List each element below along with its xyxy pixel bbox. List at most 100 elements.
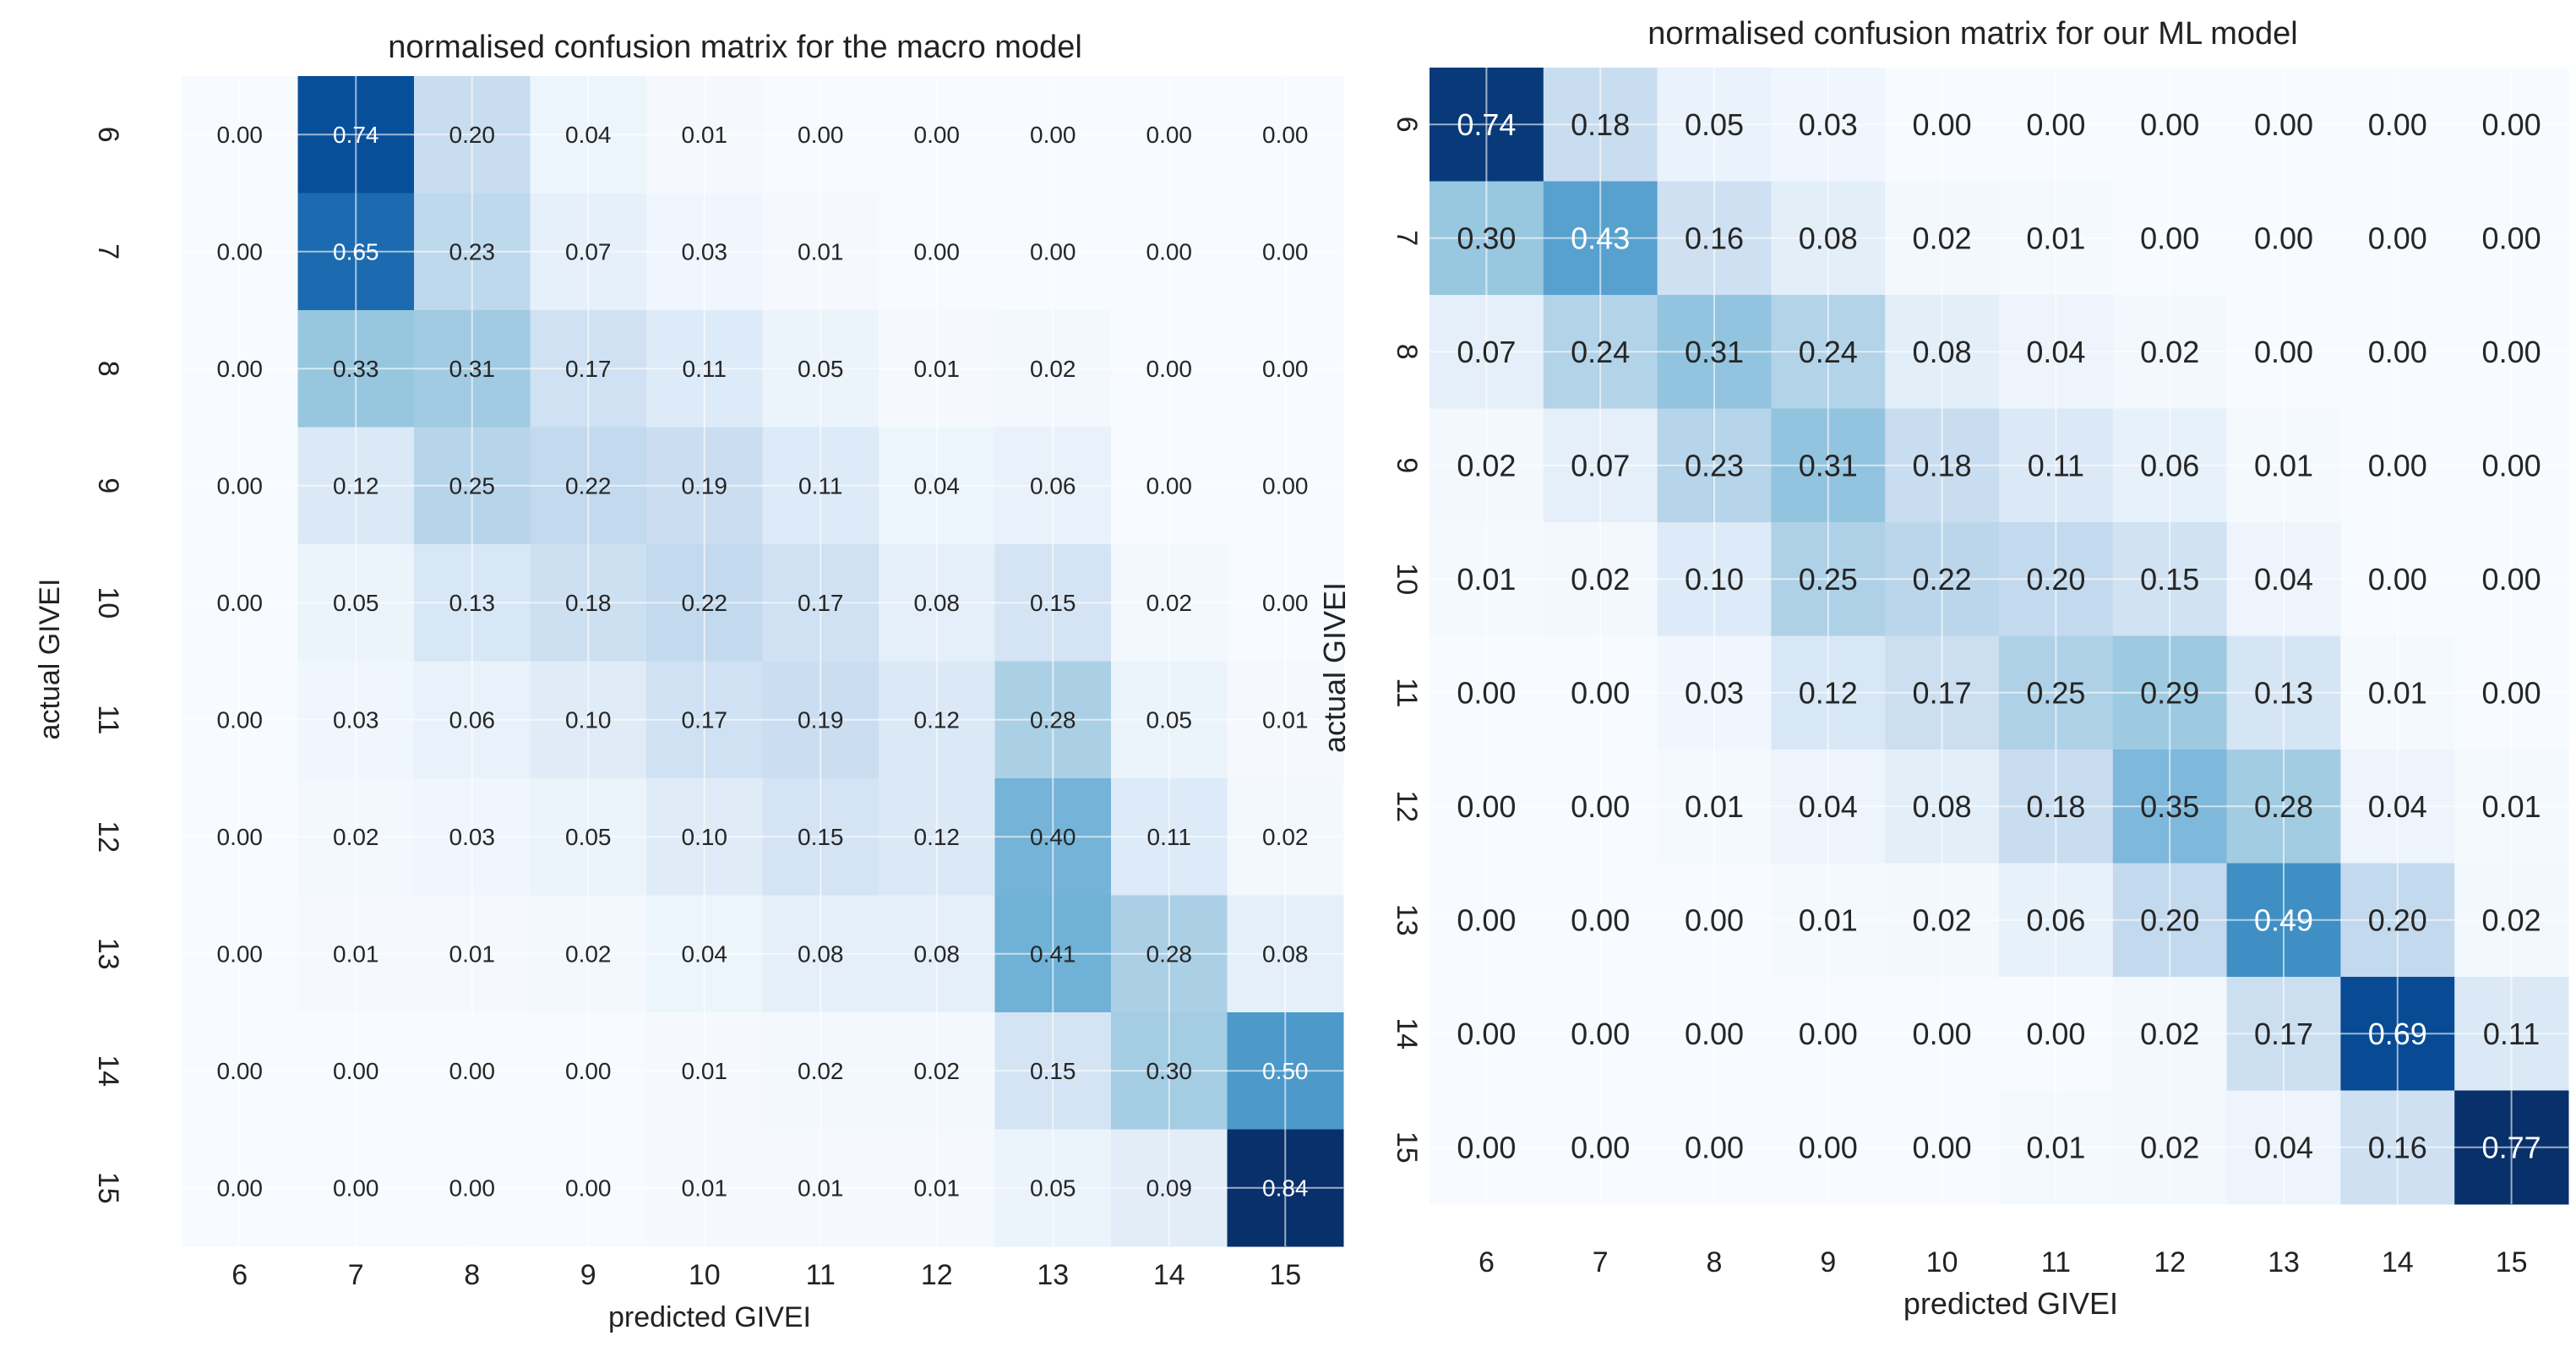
cell-value-label: 0.09 <box>1146 1175 1193 1201</box>
cell-value-label: 0.02 <box>914 1058 961 1084</box>
cell-value-label: 0.15 <box>2140 562 2199 597</box>
cell-value-label: 0.16 <box>2368 1130 2427 1164</box>
cell-value-label: 0.28 <box>1030 706 1076 733</box>
y-tick-label: 11 <box>1391 678 1423 707</box>
x-tick-label: 6 <box>1479 1246 1495 1278</box>
cell-value-label: 0.41 <box>1030 940 1076 967</box>
x-tick-labels: 6 7 8 9 10 11 12 13 14 15 <box>231 1259 1301 1291</box>
cell-value-label: 0.43 <box>1571 221 1630 255</box>
cell-value-label: 0.04 <box>2254 1130 2313 1164</box>
cell-value-label: 0.15 <box>1030 590 1076 616</box>
cell-value-label: 0.50 <box>1262 1058 1309 1084</box>
cell-value-label: 0.20 <box>2368 902 2427 937</box>
cell-value-label: 0.00 <box>1146 122 1193 148</box>
cell-value-label: 0.07 <box>565 238 612 264</box>
cell-value-label: 0.74 <box>333 122 379 148</box>
cell-value-label: 0.00 <box>1571 675 1630 710</box>
y-tick-label: 15 <box>1391 1131 1423 1164</box>
cell-value-label: 0.00 <box>1913 1130 1972 1164</box>
y-tick-label: 6 <box>92 127 124 143</box>
cell-value-label: 0.31 <box>1685 335 1744 369</box>
cell-value-label: 0.00 <box>1685 1017 1744 1051</box>
cell-value-label: 0.00 <box>1146 238 1193 264</box>
cell-value-label: 0.00 <box>1799 1017 1858 1051</box>
cell-value-label: 0.00 <box>1146 472 1193 499</box>
cell-value-label: 0.00 <box>1685 1130 1744 1164</box>
cell-value-label: 0.01 <box>1262 706 1309 733</box>
cell-value-label: 0.12 <box>333 472 379 499</box>
cell-value-label: 0.04 <box>2368 789 2427 824</box>
x-axis-label: predicted GIVEI <box>1903 1286 2118 1321</box>
cell-value-label: 0.22 <box>1913 562 1972 597</box>
cell-value-label: 0.28 <box>2254 789 2313 824</box>
cell-value-label: 0.03 <box>333 706 379 733</box>
cell-value-label: 0.00 <box>1262 472 1309 499</box>
cell-value-label: 0.18 <box>1571 107 1630 142</box>
cell-value-label: 0.08 <box>798 940 844 967</box>
cell-value-label: 0.02 <box>1457 448 1516 482</box>
cell-value-label: 0.01 <box>449 940 496 967</box>
cell-value-label: 0.00 <box>217 824 264 850</box>
cell-value-label: 0.13 <box>449 590 496 616</box>
cell-value-label: 0.00 <box>2368 335 2427 369</box>
cell-value-label: 0.29 <box>2140 675 2199 710</box>
cell-value-label: 0.00 <box>1262 238 1309 264</box>
cell-value-label: 0.00 <box>2482 221 2541 255</box>
x-tick-label: 6 <box>231 1259 248 1291</box>
cell-value-label: 0.00 <box>1571 1017 1630 1051</box>
cell-value-label: 0.03 <box>682 238 728 264</box>
cell-value-label: 0.01 <box>914 356 961 382</box>
x-tick-label: 8 <box>1707 1246 1723 1278</box>
cell-value-label: 0.05 <box>798 356 844 382</box>
cell-value-label: 0.00 <box>217 1058 264 1084</box>
cell-value-label: 0.00 <box>1457 675 1516 710</box>
cell-value-label: 0.00 <box>1457 789 1516 824</box>
cell-value-label: 0.00 <box>449 1058 496 1084</box>
cell-value-label: 0.01 <box>798 238 844 264</box>
macro-model-confusion-matrix: normalised confusion matrix for the macr… <box>34 30 1344 1333</box>
cell-value-label: 0.16 <box>1685 221 1744 255</box>
cell-value-label: 0.00 <box>217 122 264 148</box>
cell-value-label: 0.00 <box>1262 122 1309 148</box>
cell-value-label: 0.00 <box>565 1175 612 1201</box>
cell-value-label: 0.40 <box>1030 824 1076 850</box>
cell-value-label: 0.01 <box>2482 789 2541 824</box>
x-tick-label: 10 <box>1926 1246 1958 1278</box>
cell-value-label: 0.02 <box>2140 335 2199 369</box>
cell-value-label: 0.00 <box>2140 221 2199 255</box>
x-tick-label: 12 <box>2154 1246 2186 1278</box>
cell-value-label: 0.06 <box>2140 448 2199 482</box>
cell-value-label: 0.25 <box>1799 562 1858 597</box>
cell-value-label: 0.00 <box>914 122 961 148</box>
cell-value-label: 0.00 <box>2368 448 2427 482</box>
cell-value-label: 0.00 <box>217 706 264 733</box>
cell-value-label: 0.00 <box>2368 562 2427 597</box>
cell-value-label: 0.02 <box>1913 221 1972 255</box>
cell-value-label: 0.06 <box>449 706 496 733</box>
cell-value-label: 0.02 <box>1913 902 1972 937</box>
cell-value-label: 0.02 <box>1030 356 1076 382</box>
cell-value-label: 0.00 <box>1146 356 1193 382</box>
x-tick-label: 9 <box>580 1259 596 1291</box>
cell-value-label: 0.00 <box>2482 675 2541 710</box>
cell-value-label: 0.02 <box>2482 902 2541 937</box>
cell-value-label: 0.00 <box>1030 238 1076 264</box>
cell-value-label: 0.22 <box>565 472 612 499</box>
cell-value-label: 0.00 <box>2482 562 2541 597</box>
cell-value-label: 0.00 <box>2254 335 2313 369</box>
y-axis-label: actual GIVEI <box>34 579 66 740</box>
cell-value-label: 0.13 <box>2254 675 2313 710</box>
cell-value-label: 0.00 <box>1457 902 1516 937</box>
x-tick-label: 14 <box>1153 1259 1185 1291</box>
cell-value-label: 0.08 <box>1913 335 1972 369</box>
heatmap-cells <box>1430 68 2569 1205</box>
cell-value-label: 0.10 <box>1685 562 1744 597</box>
cell-value-label: 0.01 <box>682 122 728 148</box>
cell-value-label: 0.00 <box>217 238 264 264</box>
cell-value-label: 0.00 <box>1262 590 1309 616</box>
y-tick-label: 12 <box>1391 790 1423 822</box>
cell-value-label: 0.03 <box>1799 107 1858 142</box>
cell-value-label: 0.08 <box>1913 789 1972 824</box>
cell-value-label: 0.10 <box>682 824 728 850</box>
cell-value-labels: 0.00 0.74 0.20 0.04 0.01 0.00 0.00 0.00 0.00 0.00… <box>217 122 1309 1202</box>
